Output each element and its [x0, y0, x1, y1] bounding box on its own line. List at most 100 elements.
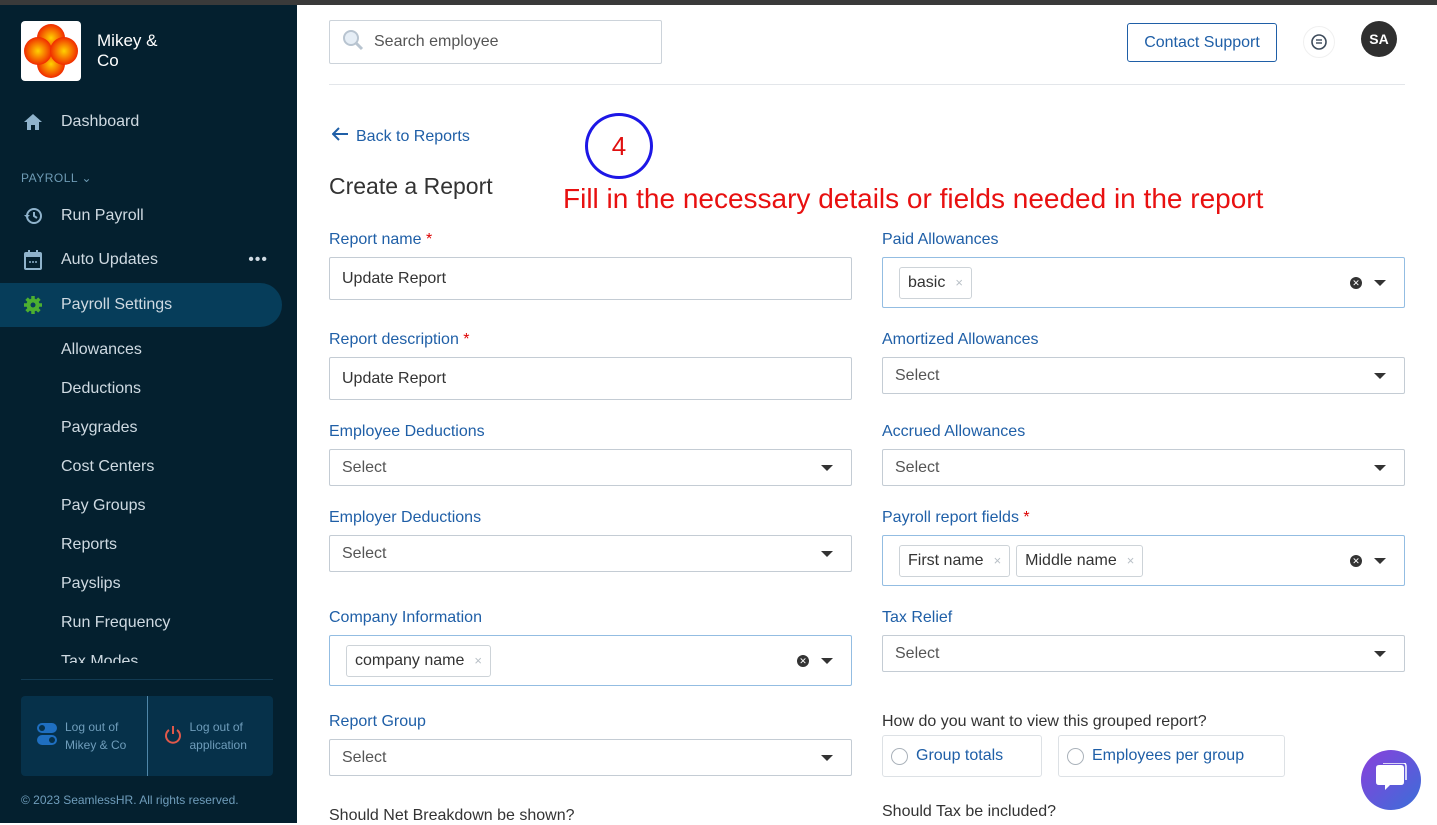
label-text: Report name: [329, 231, 422, 248]
avatar[interactable]: SA: [1361, 21, 1397, 57]
sidebar-subitem-run-frequency[interactable]: Run Frequency: [61, 614, 171, 631]
chip-label: Middle name: [1025, 551, 1117, 569]
radio-label: Group totals: [916, 747, 1004, 764]
label-how-do-you-want-to-view-this-grouped-report: How do you want to view this grouped rep…: [882, 713, 1207, 731]
field-company-information[interactable]: company name × ✕: [329, 635, 852, 686]
back-link-label: Back to Reports: [356, 127, 470, 145]
label-paid-allowances: Paid Allowances: [882, 231, 999, 249]
label-text: Amortized Allowances: [882, 331, 1039, 348]
field-accrued-allowances[interactable]: Select: [882, 449, 1405, 486]
clear-all-icon[interactable]: ✕: [1350, 554, 1362, 567]
caret-down-icon[interactable]: [821, 550, 833, 557]
sidebar-item-dashboard[interactable]: Dashboard: [0, 100, 282, 144]
field-report-name[interactable]: Update Report: [329, 257, 852, 300]
remove-chip-icon[interactable]: ×: [474, 653, 482, 668]
field-tax-relief[interactable]: Select: [882, 635, 1405, 672]
calendar-icon: [22, 249, 44, 271]
sidebar-subitem-pay-groups[interactable]: Pay Groups: [61, 497, 146, 514]
annotation-step-number: 4: [585, 113, 653, 179]
sidebar-subitem-reports[interactable]: Reports: [61, 536, 118, 553]
more-options-icon[interactable]: •••: [248, 251, 268, 268]
remove-chip-icon[interactable]: ×: [955, 275, 963, 290]
caret-down-icon[interactable]: [1374, 464, 1386, 471]
back-to-reports-link[interactable]: Back to Reports: [331, 127, 470, 146]
search-placeholder: Search employee: [374, 33, 499, 50]
label-text: Paid Allowances: [882, 231, 999, 248]
chip-label: First name: [908, 551, 984, 569]
sidebar-subitem-payslips[interactable]: Payslips: [61, 575, 121, 592]
selected-chip: company name ×: [346, 644, 491, 677]
field-report-description[interactable]: Update Report: [329, 357, 852, 400]
radio-button[interactable]: [1067, 747, 1084, 765]
search-input[interactable]: Search employee: [329, 20, 662, 64]
sidebar-subitem-deductions[interactable]: Deductions: [61, 380, 142, 397]
select-placeholder: Select: [342, 544, 387, 562]
select-placeholder: Select: [895, 366, 940, 384]
label-text: Report description: [329, 331, 459, 348]
label-should-tax-be-included: Should Tax be included?: [882, 803, 1056, 821]
caret-down-icon[interactable]: [1374, 650, 1386, 657]
field-value: Update Report: [342, 369, 447, 387]
chat-widget-button[interactable]: [1361, 750, 1421, 810]
sidebar-subitem-cost-centers[interactable]: Cost Centers: [61, 458, 155, 475]
label-text: Tax Relief: [882, 609, 953, 626]
clear-all-icon[interactable]: ✕: [797, 654, 809, 667]
sidebar-subitem-allowances[interactable]: Allowances: [61, 341, 142, 358]
company-name: Mikey & Co: [97, 31, 158, 70]
sidebar-item-payroll-settings[interactable]: Payroll Settings: [0, 283, 282, 327]
page-title: Create a Report: [329, 173, 493, 199]
copyright: © 2023 SeamlessHR. All rights reserved.: [21, 793, 239, 807]
arrow-left-icon: [331, 127, 348, 146]
section-label: PAYROLL: [21, 171, 78, 185]
logout-app-button[interactable]: Log out of application: [146, 696, 274, 776]
radio-option-employees-per-group[interactable]: Employees per group: [1058, 735, 1285, 777]
field-employer-deductions[interactable]: Select: [329, 535, 852, 572]
sidebar-divider: [21, 679, 273, 680]
radio-label: Employees per group: [1092, 747, 1245, 764]
field-payroll-report-fields[interactable]: First name × Middle name × ✕: [882, 535, 1405, 586]
label-tax-relief: Tax Relief: [882, 609, 952, 627]
gear-icon: [22, 294, 44, 316]
chat-icon[interactable]: [1303, 26, 1335, 58]
nav-label: Dashboard: [61, 113, 140, 130]
remove-chip-icon[interactable]: ×: [993, 553, 1002, 568]
field-amortized-allowances[interactable]: Select: [882, 357, 1405, 394]
history-icon: [22, 205, 44, 227]
field-employee-deductions[interactable]: Select: [329, 449, 852, 486]
select-placeholder: Select: [342, 748, 387, 766]
field-report-group[interactable]: Select: [329, 739, 852, 776]
caret-down-icon[interactable]: [1374, 372, 1386, 379]
sidebar-item-run-payroll[interactable]: Run Payroll: [0, 194, 282, 238]
label-amortized-allowances: Amortized Allowances: [882, 331, 1039, 349]
caret-down-icon[interactable]: [1374, 279, 1386, 286]
clear-all-icon[interactable]: ✕: [1350, 276, 1362, 289]
logout-company-label: Log out of Mikey & Co: [65, 720, 127, 752]
label-text: Company Information: [329, 609, 482, 626]
sidebar-item-auto-updates[interactable]: Auto Updates •••: [0, 238, 282, 282]
logout-panel: Log out of Mikey & Co Log out of applica…: [21, 696, 273, 776]
label-employer-deductions: Employer Deductions: [329, 509, 481, 527]
payroll-section-toggle[interactable]: PAYROLL ⌄: [21, 171, 92, 185]
caret-down-icon[interactable]: [1374, 557, 1386, 564]
caret-down-icon[interactable]: [821, 754, 833, 761]
caret-down-icon[interactable]: [821, 464, 833, 471]
annotation-text: Fill in the necessary details or fields …: [563, 183, 1264, 214]
main-content: Search employee Contact Support SA Back …: [297, 5, 1437, 825]
label-report-name: Report name *: [329, 231, 432, 249]
field-paid-allowances[interactable]: basic × ✕: [882, 257, 1405, 308]
sidebar-subitem-paygrades[interactable]: Paygrades: [61, 419, 138, 436]
power-icon: [164, 724, 182, 749]
sidebar-subitem-tax-modes[interactable]: Tax Modes: [61, 653, 139, 663]
label-text: Employee Deductions: [329, 423, 485, 440]
logout-company-button[interactable]: Log out of Mikey & Co: [21, 696, 147, 776]
caret-down-icon[interactable]: [821, 657, 833, 664]
remove-chip-icon[interactable]: ×: [1126, 553, 1135, 568]
label-report-description: Report description *: [329, 331, 470, 349]
contact-support-button[interactable]: Contact Support: [1127, 23, 1277, 62]
radio-option-group-totals[interactable]: Group totals: [882, 735, 1042, 777]
label-text: Should Tax be included?: [882, 803, 1057, 820]
field-value: Update Report: [342, 269, 447, 287]
label-accrued-allowances: Accrued Allowances: [882, 423, 1025, 441]
radio-button[interactable]: [891, 747, 908, 765]
label-should-net-breakdown-be-shown: Should Net Breakdown be shown?: [329, 807, 575, 825]
